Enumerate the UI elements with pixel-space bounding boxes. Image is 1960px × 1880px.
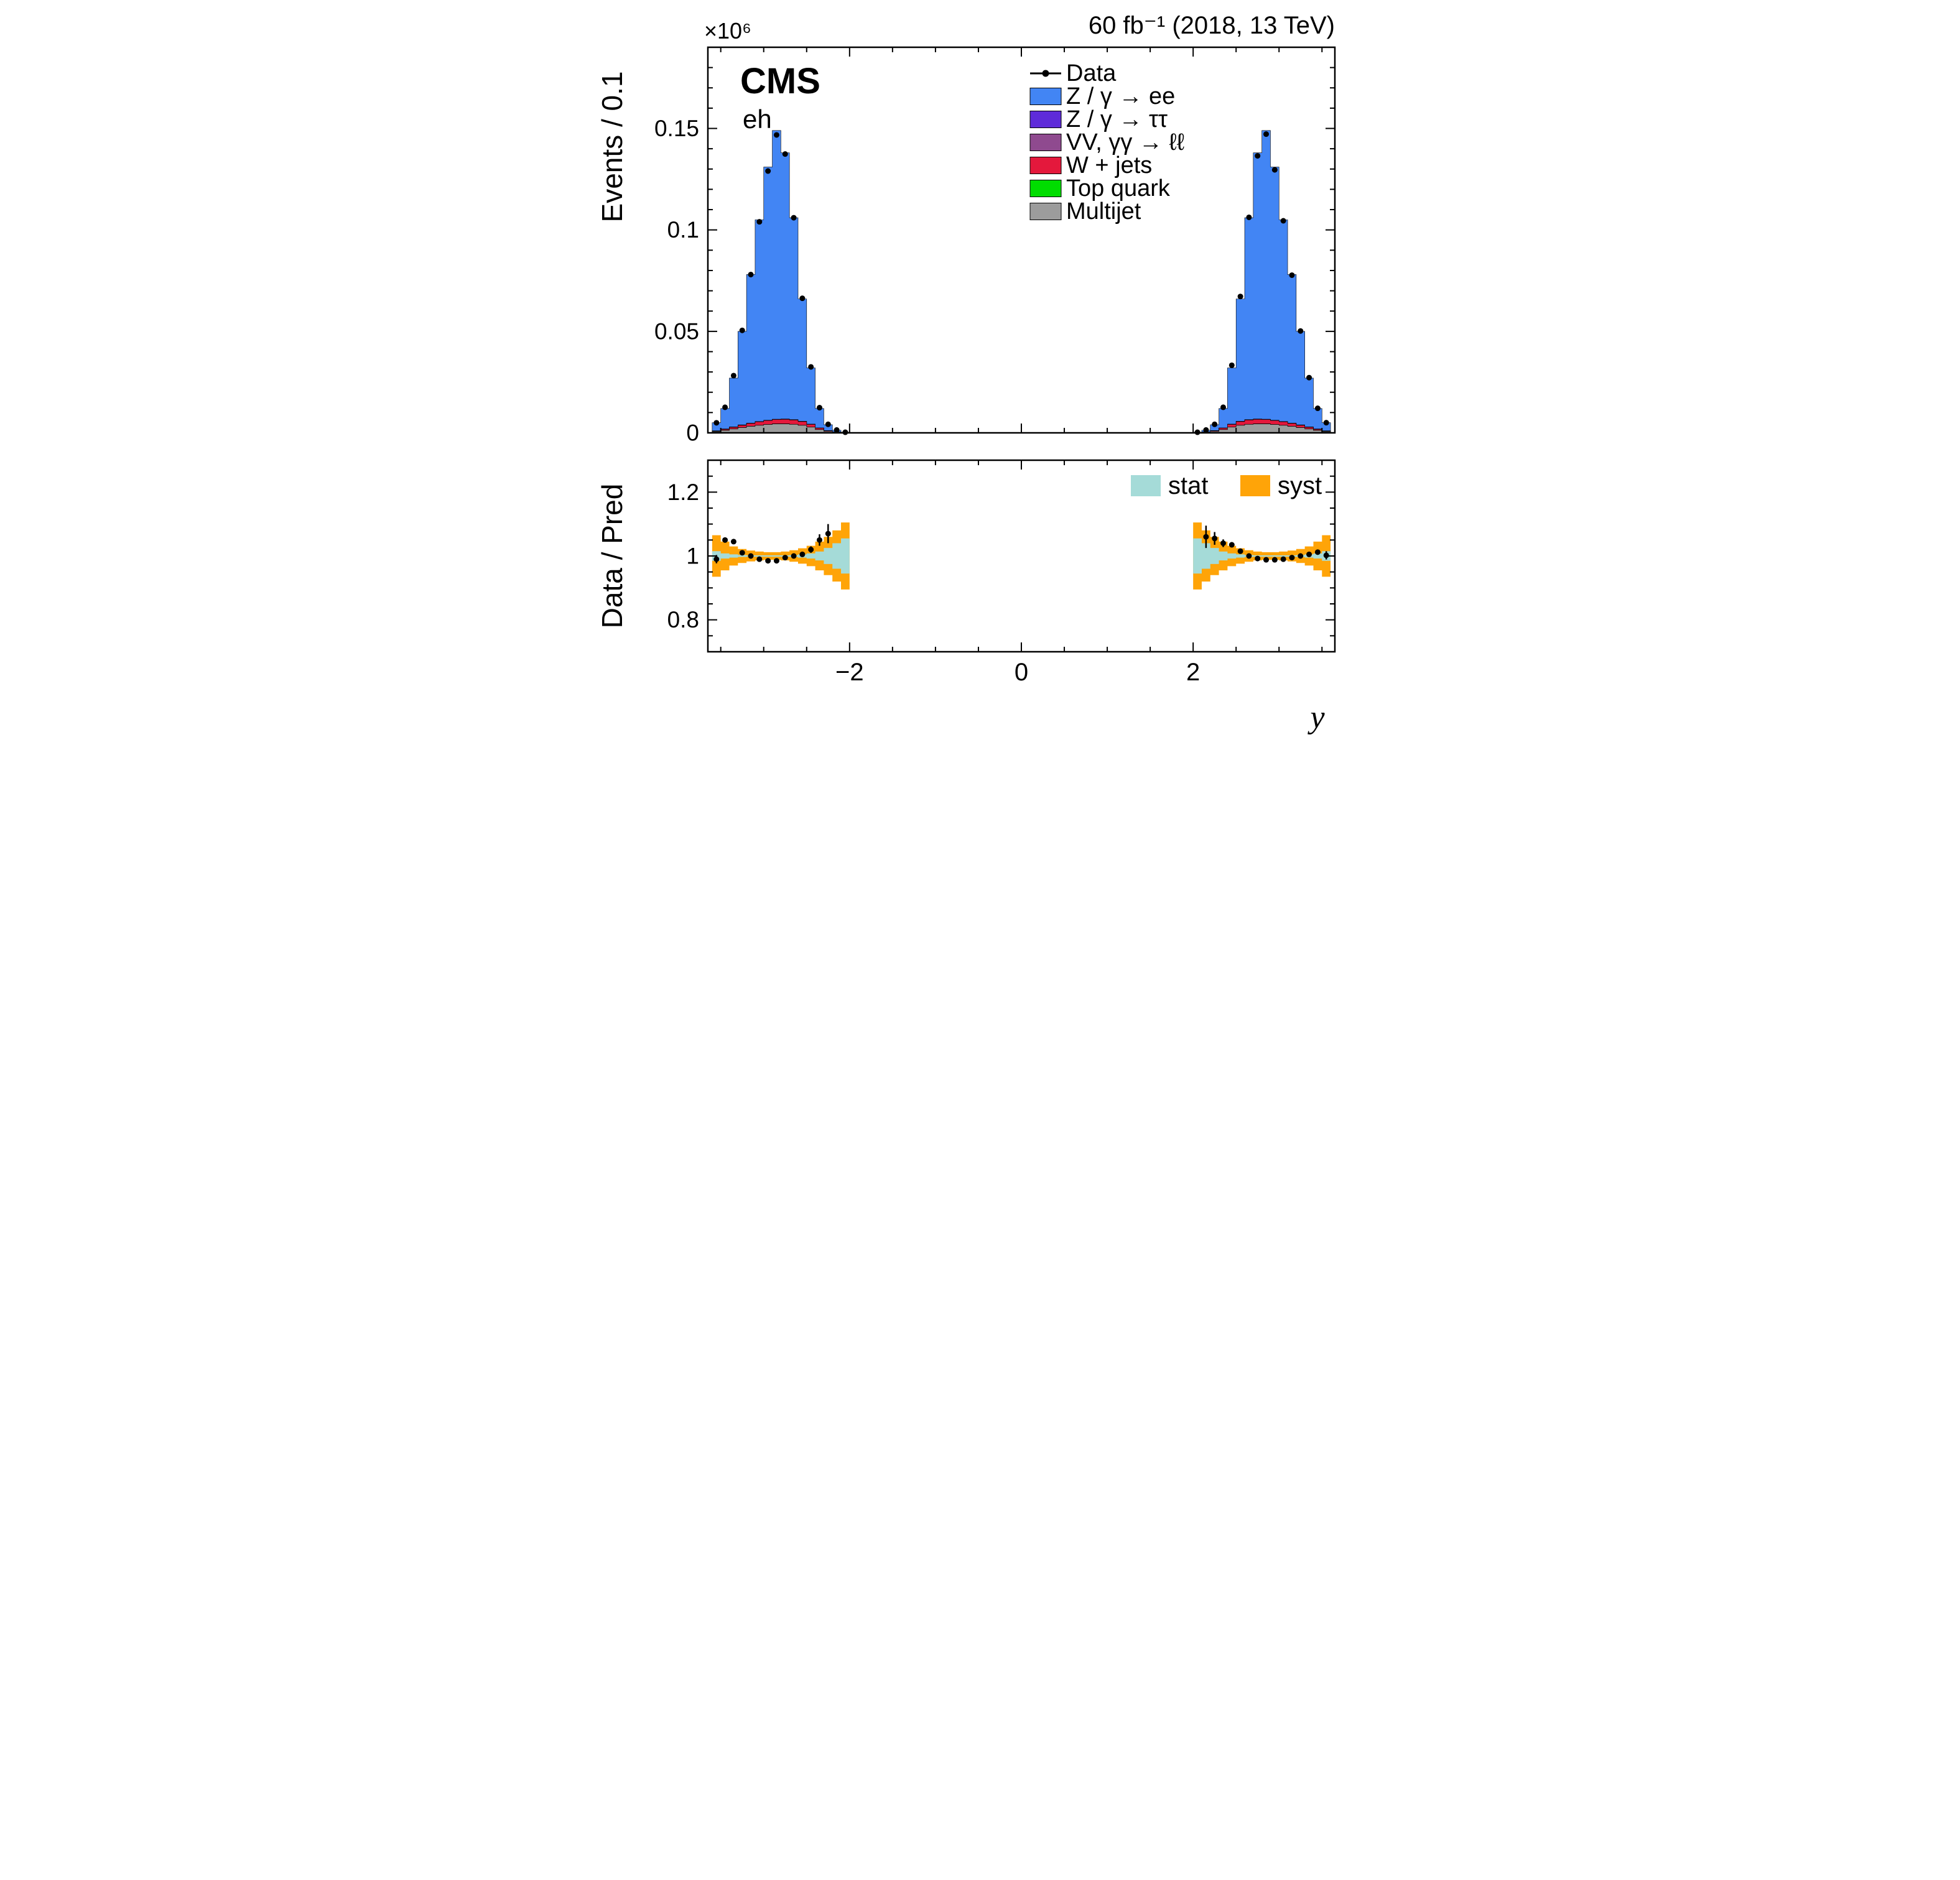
legend-label-stat: stat — [1168, 472, 1208, 499]
legend-swatch-syst — [1240, 475, 1270, 496]
y-tick-label: 0.15 — [654, 116, 699, 141]
physics-plot: 0 0.05 0.1 0.15 0.8 1 1.2 −2 0 2 ×10⁶ 60 fb⁻¹ (20… — [596, 12, 1335, 735]
data-marker-dot — [1042, 70, 1049, 77]
legend-swatch-stat — [1130, 475, 1161, 496]
ratio-y-axis-title: Data / Pred — [596, 484, 628, 629]
cms-label: CMS — [740, 61, 820, 101]
legend-label-data: Data — [1066, 60, 1117, 86]
legend-swatch-vv — [1029, 134, 1061, 151]
stacked-histogram — [712, 130, 1331, 433]
legend-label-multijet: Multijet — [1066, 198, 1141, 225]
scale-exponent-label: ×10⁶ — [704, 18, 751, 44]
legend-swatch-zee — [1029, 88, 1061, 105]
legend-swatch-top — [1029, 180, 1061, 197]
legend-label-zee: Z / γ → ee — [1066, 83, 1175, 109]
y-tick-label: 0.05 — [654, 318, 699, 344]
ratio-legend: stat syst — [1130, 472, 1322, 499]
channel-label: eh — [743, 104, 772, 134]
legend-item-zee: Z / γ → ee — [1029, 83, 1175, 109]
data-points-top — [713, 131, 1329, 435]
axes: 0 0.05 0.1 0.15 0.8 1 1.2 −2 0 2 — [654, 46, 1335, 686]
legend-item-data: Data — [1029, 60, 1117, 86]
legend-item-tautau: Z / γ → ττ — [1029, 106, 1168, 132]
legend-swatch-wjets — [1029, 157, 1061, 174]
data-points-ratio — [713, 524, 1329, 564]
y-tick-label: 0.8 — [667, 607, 699, 632]
x-axis-title: y — [1307, 700, 1325, 735]
y-tick-label: 0 — [686, 420, 699, 446]
y-tick-label: 1.2 — [667, 479, 699, 505]
legend-item-top: Top quark — [1029, 175, 1171, 201]
ratio-bands — [712, 522, 1331, 590]
lumi-label: 60 fb⁻¹ (2018, 13 TeV) — [1088, 12, 1334, 39]
legend-item-wjets: W + jets — [1029, 152, 1152, 178]
legend-swatch-tautau — [1029, 111, 1061, 128]
y-tick-label: 0.1 — [667, 217, 699, 243]
top-y-axis-title: Events / 0.1 — [596, 72, 628, 223]
legend-label-vv: VV, γγ → ℓℓ — [1066, 129, 1184, 155]
x-tick-label: 0 — [1014, 659, 1028, 686]
x-tick-label: −2 — [835, 659, 864, 686]
legend: Data Z / γ → ee Z / γ → ττ VV, γγ → ℓℓ W… — [1029, 60, 1184, 225]
figure-container: 0 0.05 0.1 0.15 0.8 1 1.2 −2 0 2 ×10⁶ 60 fb⁻¹ (20… — [588, 0, 1372, 752]
legend-label-syst: syst — [1278, 472, 1322, 499]
legend-item-multijet: Multijet — [1029, 198, 1141, 225]
legend-label-tautau: Z / γ → ττ — [1066, 106, 1168, 132]
legend-label-wjets: W + jets — [1066, 152, 1152, 178]
legend-swatch-multijet — [1029, 203, 1061, 220]
legend-label-top: Top quark — [1066, 175, 1171, 201]
chart-layers: 0 0.05 0.1 0.15 0.8 1 1.2 −2 0 2 — [654, 46, 1335, 686]
y-tick-label: 1 — [686, 544, 699, 569]
x-tick-label: 2 — [1186, 659, 1200, 686]
legend-item-vv: VV, γγ → ℓℓ — [1029, 129, 1184, 155]
